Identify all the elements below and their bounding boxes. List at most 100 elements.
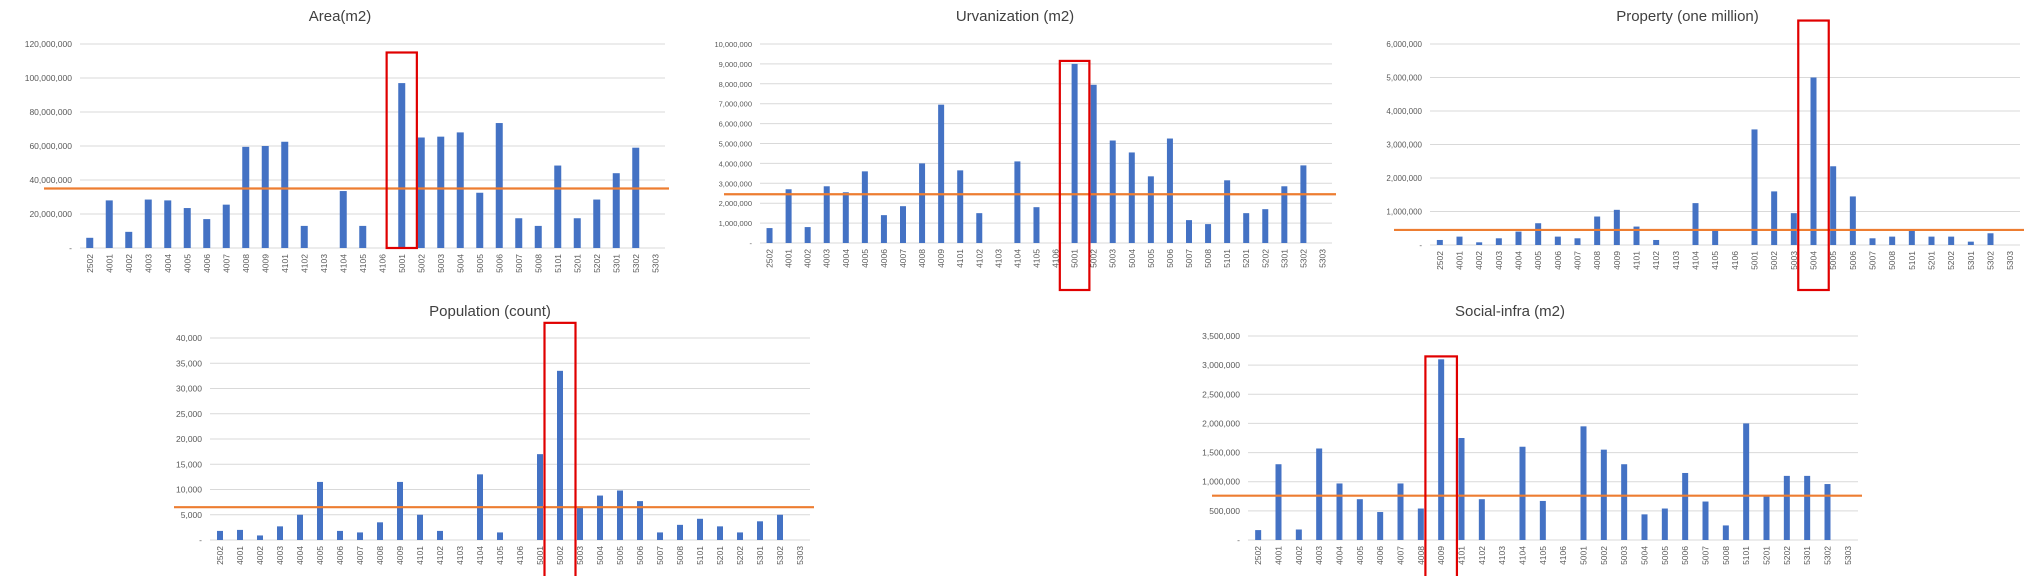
y-tick-label: 5,000,000 bbox=[719, 140, 752, 149]
chart-title: Property (one million) bbox=[1616, 8, 1759, 25]
x-tick-label: 5101 bbox=[1222, 249, 1232, 268]
x-tick-label: 5008 bbox=[1721, 546, 1731, 565]
bar bbox=[1478, 499, 1485, 540]
x-tick-label: 2502 bbox=[1435, 251, 1445, 270]
bar bbox=[1397, 483, 1404, 540]
bar bbox=[861, 171, 868, 243]
bar bbox=[534, 225, 542, 248]
bar bbox=[257, 535, 263, 540]
x-tick-label: 5101 bbox=[553, 254, 563, 273]
bar bbox=[515, 218, 523, 248]
x-tick-label: 5001 bbox=[1579, 546, 1589, 565]
x-tick-label: 4008 bbox=[917, 249, 927, 268]
x-tick-label: 4004 bbox=[1514, 251, 1524, 270]
x-tick-label: 5004 bbox=[1640, 546, 1650, 565]
highlight-box bbox=[1424, 355, 1459, 576]
x-tick-label: 4001 bbox=[1274, 546, 1284, 565]
x-tick-label: 4106 bbox=[515, 546, 525, 565]
x-tick-label: 2502 bbox=[85, 254, 95, 273]
x-tick-label: 4001 bbox=[1455, 251, 1465, 270]
bar bbox=[657, 532, 663, 540]
x-tick-label: 5302 bbox=[775, 546, 785, 565]
y-tick-label: 1,000,000 bbox=[1202, 477, 1240, 487]
x-tick-label: 4105 bbox=[358, 254, 368, 273]
bar bbox=[1928, 236, 1935, 245]
x-tick-label: 4005 bbox=[1533, 251, 1543, 270]
x-tick-label: 4001 bbox=[104, 254, 114, 273]
y-tick-label: 5,000 bbox=[181, 510, 203, 520]
x-tick-label: 4006 bbox=[1553, 251, 1563, 270]
chart-property-plot: - 1,000,000 2,000,000 3,000,000 4,000,000 5,0… bbox=[1386, 19, 2024, 292]
x-tick-label: 5006 bbox=[1848, 251, 1858, 270]
bar bbox=[617, 490, 623, 540]
bar bbox=[697, 518, 703, 540]
x-tick-label: 5202 bbox=[1782, 546, 1792, 565]
x-tick-label: 5303 bbox=[1843, 546, 1853, 565]
x-tick-label: 4008 bbox=[375, 546, 385, 565]
y-tick-label: 7,000,000 bbox=[719, 100, 752, 109]
x-tick-label: 5007 bbox=[1184, 249, 1194, 268]
x-tick-label: 5301 bbox=[1279, 249, 1289, 268]
bar bbox=[339, 191, 347, 248]
y-tick-label: 3,000,000 bbox=[1202, 360, 1240, 370]
bar bbox=[1613, 209, 1620, 245]
x-tick-label: 5006 bbox=[1165, 249, 1175, 268]
x-tick-label: 4102 bbox=[435, 546, 445, 565]
x-tick-label: 4003 bbox=[275, 546, 285, 565]
y-tick-label: 80,000,000 bbox=[29, 107, 72, 117]
bar bbox=[577, 507, 583, 540]
y-tick-label: 20,000 bbox=[176, 434, 202, 444]
y-tick-label: - bbox=[1419, 241, 1422, 250]
bar bbox=[804, 227, 811, 243]
bar bbox=[1783, 475, 1790, 540]
x-tick-label: 5001 bbox=[397, 254, 407, 273]
chart-title: Urvanization (m2) bbox=[955, 8, 1075, 25]
x-tick-label: 4009 bbox=[395, 546, 405, 565]
y-tick-label: 2,500,000 bbox=[1202, 389, 1240, 399]
y-tick-label: 1,500,000 bbox=[1202, 448, 1240, 458]
x-tick-label: 5201 bbox=[572, 254, 582, 273]
x-tick-label: 5006 bbox=[494, 254, 504, 273]
y-tick-label: 10,000 bbox=[176, 485, 202, 495]
y-tick-label: 20,000,000 bbox=[29, 209, 72, 219]
x-tick-label: 4006 bbox=[335, 546, 345, 565]
x-tick-label: 5003 bbox=[1789, 251, 1799, 270]
highlight-box bbox=[1058, 59, 1091, 292]
x-tick-label: 5003 bbox=[1108, 249, 1118, 268]
y-tick-label: 2,000,000 bbox=[1386, 174, 1422, 183]
bar bbox=[317, 481, 323, 540]
chart-area: Area(m2) - 20,000,000 40,000,000 60,000,000… bbox=[0, 0, 680, 290]
x-tick-label: 5201 bbox=[1762, 546, 1772, 565]
x-tick-label: 4001 bbox=[235, 546, 245, 565]
x-tick-label: 5302 bbox=[1986, 251, 1996, 270]
bar bbox=[1300, 165, 1307, 243]
bar bbox=[1186, 220, 1192, 243]
bar bbox=[766, 228, 773, 243]
bar bbox=[919, 163, 926, 243]
bar bbox=[1763, 496, 1770, 540]
bar bbox=[777, 514, 783, 540]
y-tick-label: - bbox=[199, 535, 202, 545]
x-tick-label: 4106 bbox=[377, 254, 387, 273]
x-tick-label: 5302 bbox=[631, 254, 641, 273]
y-tick-label: - bbox=[1237, 535, 1240, 545]
bar bbox=[737, 532, 743, 540]
x-tick-label: 4105 bbox=[1538, 546, 1548, 565]
bar bbox=[1316, 448, 1323, 540]
bar bbox=[717, 526, 723, 540]
x-tick-label: 4005 bbox=[860, 249, 870, 268]
x-tick-label: 5301 bbox=[755, 546, 765, 565]
y-tick-label: 6,000,000 bbox=[1386, 40, 1422, 49]
x-tick-label: 5002 bbox=[555, 546, 565, 565]
bar bbox=[1804, 475, 1811, 540]
bar bbox=[1205, 224, 1212, 243]
bar bbox=[217, 530, 223, 540]
bar bbox=[277, 526, 283, 540]
x-tick-label: 4102 bbox=[974, 249, 984, 268]
x-tick-label: 4008 bbox=[1416, 546, 1426, 565]
bar bbox=[632, 147, 640, 248]
bar bbox=[183, 208, 191, 248]
x-tick-label: 5008 bbox=[533, 254, 543, 273]
y-tick-label: 8,000,000 bbox=[719, 80, 752, 89]
bar bbox=[357, 532, 363, 540]
